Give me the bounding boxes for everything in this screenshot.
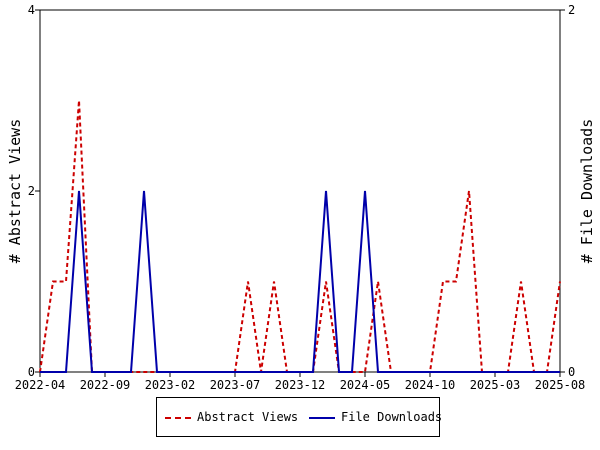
x-tick-label: 2022-09 [80,378,131,392]
x-tick-label: 2022-04 [15,378,66,392]
x-tick-label: 2025-08 [535,378,586,392]
x-tick-label: 2023-02 [145,378,196,392]
legend-label-abstract-views: Abstract Views [197,410,299,424]
y-right-tick-label: 0 [568,365,575,379]
y-left-tick-label: 2 [28,184,35,198]
series-line-file-downloads [40,190,560,373]
legend: Abstract Views File Downloads [156,397,443,437]
x-tick-label: 2023-07 [210,378,261,392]
plot-area [39,9,561,373]
x-tick-label: 2024-05 [340,378,391,392]
legend-label-file-downloads: File Downloads [341,410,443,424]
y-right-tick-label: 2 [568,3,575,17]
x-tick-label: 2024-10 [405,378,456,392]
x-tick-label: 2025-03 [470,378,521,392]
y-axis-left-title: # Abstract Views [6,119,24,264]
y-left-tick-label: 0 [28,365,35,379]
legend-swatch-file-downloads [309,417,335,419]
y-left-tick-label: 4 [28,3,35,17]
x-tick-label: 2023-12 [275,378,326,392]
y-axis-right-title: # File Downloads [578,119,596,264]
legend-swatch-abstract-views [165,417,191,419]
